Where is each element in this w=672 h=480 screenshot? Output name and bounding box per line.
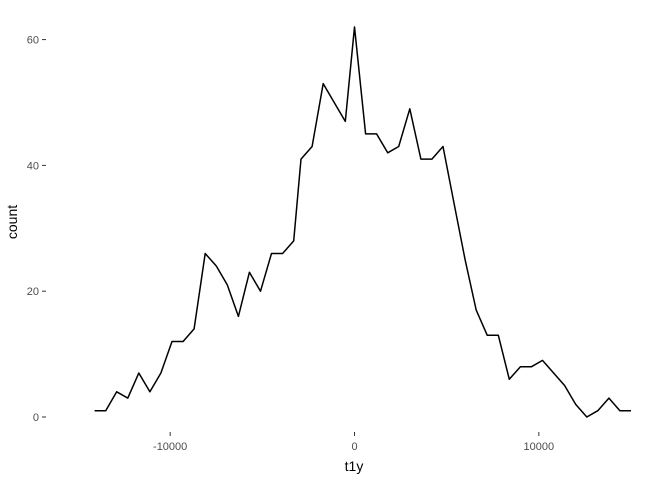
y-tick-label: 60	[27, 35, 39, 47]
x-tick-label: 0	[351, 441, 357, 453]
y-tick-label: 0	[33, 412, 39, 424]
x-axis: -10000 0 10000	[153, 432, 554, 453]
series-line	[94, 26, 631, 418]
y-tick-label: 40	[27, 160, 39, 172]
y-tick-label: 20	[27, 286, 39, 298]
y-axis-title: count	[4, 205, 20, 239]
x-axis-title: t1y	[345, 458, 364, 474]
y-axis: 0 20 40 60	[27, 35, 46, 424]
x-tick-label: 10000	[524, 441, 555, 453]
x-tick-label: -10000	[153, 441, 187, 453]
